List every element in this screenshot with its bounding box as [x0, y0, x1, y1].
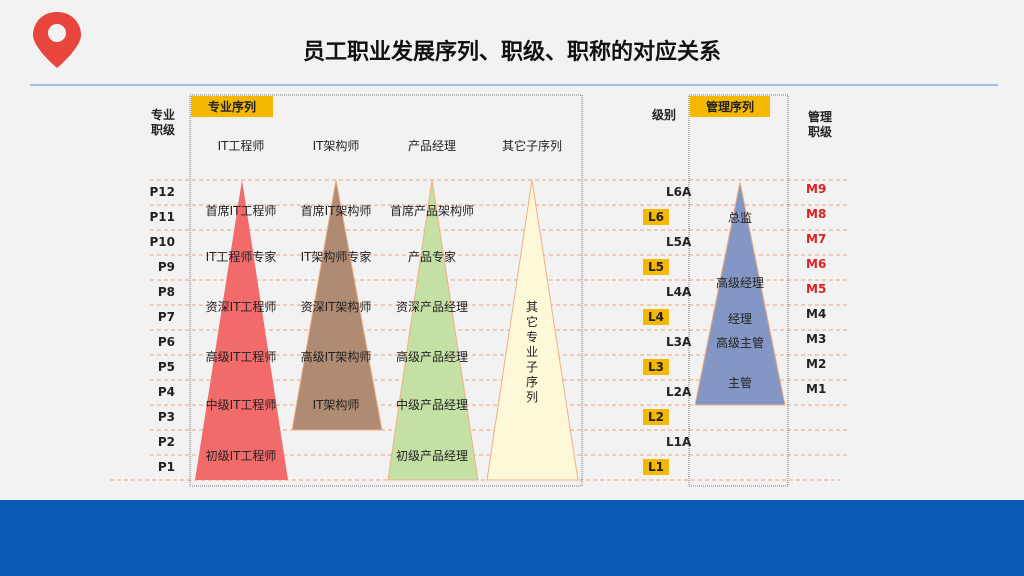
m-level-label: M3	[806, 332, 827, 346]
professional-axis-label: 专业 职级	[151, 108, 176, 137]
role-label: 资深IT工程师	[205, 300, 277, 314]
column-title: IT工程师	[217, 139, 265, 153]
m-level-label: M2	[806, 357, 827, 371]
vertical-char: 列	[525, 390, 538, 404]
role-label: 产品专家	[407, 250, 456, 264]
grade-label: L2A	[666, 384, 692, 399]
grade-badge: L6	[643, 208, 669, 225]
vertical-char: 子	[525, 360, 538, 374]
m-level-label: M9	[806, 182, 827, 196]
management-tag: 管理序列	[690, 96, 770, 117]
grade-label: L1A	[666, 434, 692, 449]
grade-label: L6A	[666, 184, 692, 199]
management-role-label: 高级主管	[715, 336, 764, 350]
vertical-char: 其	[525, 300, 538, 314]
m-level-label: M4	[806, 307, 827, 321]
p-level-label: P9	[157, 259, 175, 274]
p-level-label: P1	[157, 459, 175, 474]
grade-label: L5A	[666, 234, 692, 249]
role-label: IT架构师	[312, 398, 360, 412]
p-level-label: P11	[149, 209, 176, 224]
m-level-label: M7	[806, 232, 827, 246]
role-label: 高级IT架构师	[300, 350, 372, 364]
p-level-label: P3	[157, 409, 175, 424]
grade-badge: L2	[643, 408, 669, 425]
vertical-label: 其它专业子序列	[525, 300, 539, 405]
grades-header: 级别	[652, 108, 677, 122]
p-level-label: P10	[149, 234, 176, 249]
m-level-label: M6	[806, 257, 827, 271]
m-level-label: M5	[806, 282, 827, 296]
p-level-label: P6	[157, 334, 175, 349]
grade-badge: L3	[643, 358, 669, 375]
role-label: 高级IT工程师	[205, 350, 277, 364]
title-divider	[30, 84, 998, 86]
grade-badge: L4	[643, 308, 669, 325]
triangle-other	[486, 179, 579, 481]
map-pin-icon	[33, 12, 81, 68]
p-level-label: P4	[157, 384, 175, 399]
role-label: 中级IT工程师	[205, 398, 277, 412]
role-label: 初级产品经理	[395, 449, 468, 463]
triangle-it-engineer	[195, 180, 288, 480]
management-axis-label: 管理 职级	[808, 110, 833, 139]
column-title: 产品经理	[407, 139, 456, 153]
p-level-label: P8	[157, 284, 175, 299]
professional-box	[189, 94, 583, 487]
vertical-char: 它	[525, 315, 538, 329]
role-label: 初级IT工程师	[205, 449, 277, 463]
triangle-it-architect	[291, 179, 383, 431]
management-role-label: 经理	[727, 312, 752, 326]
grade-badge: L5	[643, 258, 669, 275]
role-label: IT架构师专家	[300, 250, 372, 264]
triangle-product-manager	[387, 179, 479, 481]
role-label: 首席产品架构师	[389, 204, 474, 218]
role-label: 首席IT架构师	[300, 204, 372, 218]
m-level-label: M8	[806, 207, 827, 221]
vertical-char: 序	[525, 375, 538, 389]
role-label: IT工程师专家	[205, 250, 277, 264]
role-label: 中级产品经理	[395, 398, 468, 412]
role-label: 首席IT工程师	[205, 204, 277, 218]
management-role-label: 高级经理	[715, 276, 764, 290]
column-title: IT架构师	[312, 139, 360, 153]
p-level-label: P12	[149, 184, 176, 199]
grade-badge: L1	[643, 458, 669, 475]
role-label: 高级产品经理	[395, 350, 468, 364]
vertical-char: 专	[525, 330, 538, 344]
professional-tag: 专业序列	[191, 96, 273, 117]
management-box	[688, 94, 789, 487]
grade-label: L4A	[666, 284, 692, 299]
role-label: 资深IT架构师	[300, 300, 372, 314]
m-level-label: M1	[806, 382, 827, 396]
management-role-label: 主管	[727, 376, 752, 390]
grade-label: L3A	[666, 334, 692, 349]
footer-band	[0, 500, 1024, 576]
role-label: 资深产品经理	[395, 300, 468, 314]
column-title: 其它子序列	[501, 139, 562, 153]
page-title: 员工职业发展序列、职级、职称的对应关系	[302, 40, 721, 65]
p-level-label: P7	[157, 309, 175, 324]
p-level-label: P5	[157, 359, 175, 374]
vertical-char: 业	[525, 345, 538, 359]
triangle-management	[694, 181, 786, 406]
management-role-label: 总监	[727, 211, 752, 225]
p-level-label: P2	[157, 434, 175, 449]
